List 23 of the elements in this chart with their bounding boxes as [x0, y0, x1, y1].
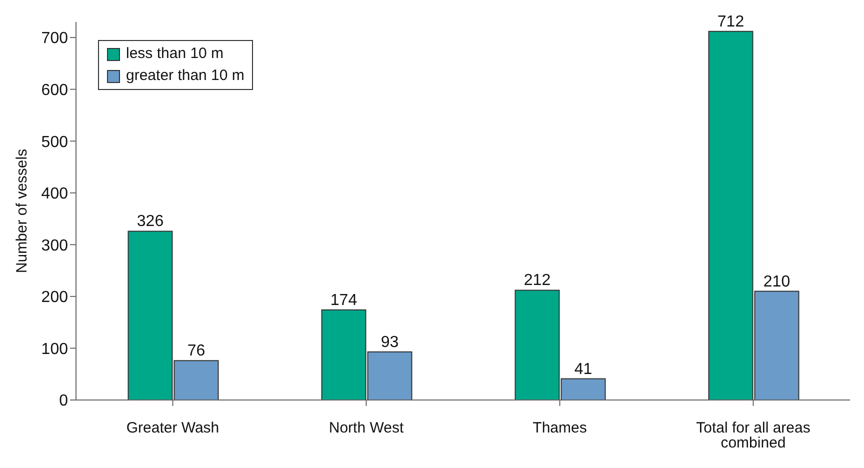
y-tick-label: 500 — [41, 134, 68, 151]
data-label: 76 — [187, 342, 206, 360]
y-tick-label: 300 — [41, 237, 68, 254]
legend-label: less than 10 m — [126, 44, 224, 64]
x-tick-label: Greater Wash — [126, 420, 220, 437]
y-axis-title: Number of vessels — [13, 148, 30, 274]
legend-label: greater than 10 m — [126, 66, 244, 86]
data-label: 326 — [136, 213, 164, 230]
data-label: 210 — [763, 273, 790, 290]
y-tick-label: 200 — [41, 289, 68, 306]
y-tick-label: 700 — [41, 30, 68, 48]
y-tick-label: 400 — [41, 186, 68, 203]
data-label: 93 — [380, 334, 399, 351]
y-tick-label: 600 — [41, 82, 68, 99]
data-label: 212 — [524, 272, 551, 290]
x-tick-label: Thames — [532, 420, 587, 437]
y-tick-label: 0 — [59, 392, 68, 410]
y-tick-label: 100 — [41, 340, 68, 358]
x-tick-label: North West — [328, 420, 404, 437]
data-label: 174 — [330, 292, 358, 309]
data-label: 712 — [717, 13, 744, 30]
x-tick-label: Total for all areas combined — [696, 420, 810, 452]
data-label: 41 — [574, 360, 592, 378]
